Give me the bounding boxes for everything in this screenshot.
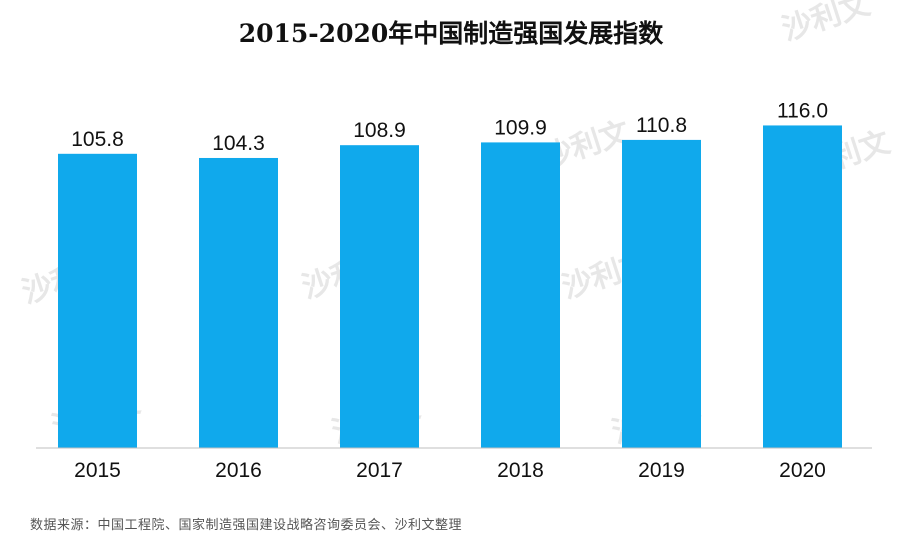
x-tick-label-2015: 2015 [74, 459, 121, 482]
chart-title: 2015-2020年中国制造强国发展指数 [238, 19, 664, 48]
value-label-2016: 104.3 [212, 132, 265, 155]
x-tick-label-2016: 2016 [215, 459, 262, 482]
bar-2019 [622, 139, 701, 448]
value-label-2020: 116.0 [777, 99, 828, 122]
bars-group [58, 125, 842, 449]
bar-2016 [199, 157, 278, 448]
x-tick-label-2017: 2017 [356, 459, 403, 482]
bar-2018 [481, 142, 560, 449]
value-label-2015: 105.8 [71, 128, 124, 151]
value-label-2019: 110.8 [636, 114, 687, 137]
value-label-2017: 108.9 [353, 119, 406, 142]
value-labels-group: 105.8 104.3 108.9 109.9 110.8 116.0 [71, 99, 828, 155]
x-tick-labels-group: 2015 2016 2017 2018 2019 2020 [74, 459, 826, 482]
bar-2015 [58, 153, 137, 448]
bar-2020 [763, 125, 842, 449]
bar-2017 [340, 145, 419, 448]
x-tick-label-2019: 2019 [638, 459, 685, 482]
x-tick-label-2018: 2018 [497, 459, 544, 482]
source-note: 数据来源：中国工程院、国家制造强国建设战略咨询委员会、沙利文整理 [30, 518, 463, 533]
x-tick-label-2020: 2020 [779, 459, 826, 482]
value-label-2018: 109.9 [494, 116, 547, 139]
